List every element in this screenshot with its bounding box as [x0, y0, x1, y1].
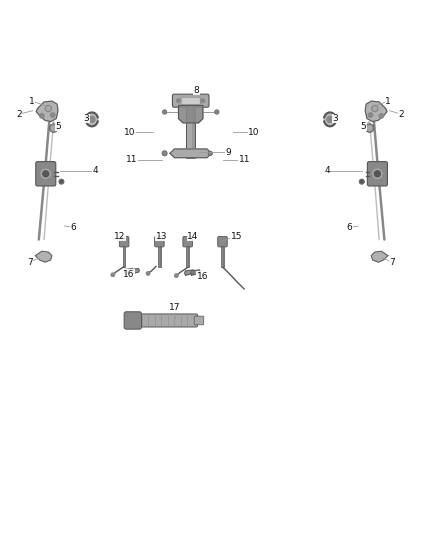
Circle shape [374, 171, 381, 177]
Circle shape [46, 106, 51, 111]
Circle shape [89, 116, 95, 123]
FancyBboxPatch shape [194, 316, 204, 325]
Polygon shape [170, 149, 212, 158]
Bar [221, 246, 224, 268]
Text: 5: 5 [55, 122, 61, 131]
Circle shape [50, 113, 55, 117]
Text: 1: 1 [29, 96, 35, 106]
Text: 4: 4 [324, 166, 330, 175]
Circle shape [146, 272, 150, 275]
Bar [124, 246, 125, 266]
Text: 8: 8 [194, 86, 199, 95]
Polygon shape [365, 101, 387, 122]
FancyBboxPatch shape [367, 161, 388, 186]
Text: 7: 7 [27, 257, 32, 266]
FancyBboxPatch shape [135, 314, 198, 327]
Circle shape [327, 116, 333, 123]
Circle shape [360, 180, 363, 183]
Text: 16: 16 [197, 272, 208, 280]
FancyBboxPatch shape [119, 237, 129, 247]
Text: 3: 3 [333, 114, 339, 123]
Circle shape [379, 114, 384, 118]
Polygon shape [35, 251, 52, 262]
Bar [123, 246, 125, 266]
Polygon shape [86, 112, 98, 126]
Circle shape [43, 171, 49, 177]
Circle shape [368, 113, 373, 117]
Text: 3: 3 [83, 114, 89, 123]
Text: 2: 2 [16, 110, 21, 119]
FancyBboxPatch shape [155, 237, 164, 247]
Circle shape [201, 99, 205, 102]
Text: 1: 1 [385, 96, 391, 106]
Circle shape [51, 126, 56, 130]
Circle shape [372, 168, 383, 180]
Polygon shape [124, 269, 133, 274]
Polygon shape [179, 106, 203, 123]
Polygon shape [191, 270, 200, 275]
Text: 16: 16 [123, 270, 134, 279]
Text: 4: 4 [92, 166, 98, 175]
Circle shape [40, 168, 51, 180]
Text: 15: 15 [231, 231, 242, 240]
Circle shape [40, 114, 44, 118]
Bar [158, 246, 161, 268]
FancyBboxPatch shape [173, 94, 209, 107]
Text: 11: 11 [126, 156, 138, 164]
Polygon shape [324, 112, 336, 126]
Text: 13: 13 [156, 231, 167, 240]
Circle shape [175, 274, 178, 277]
Circle shape [373, 107, 377, 110]
Text: 11: 11 [239, 156, 250, 164]
Bar [186, 246, 189, 268]
Text: 2: 2 [398, 110, 404, 119]
FancyBboxPatch shape [181, 97, 200, 104]
Text: 5: 5 [360, 122, 366, 131]
Circle shape [215, 110, 219, 114]
Text: 9: 9 [226, 148, 231, 157]
Circle shape [60, 180, 63, 183]
Text: 17: 17 [169, 303, 180, 312]
Polygon shape [371, 251, 388, 262]
FancyBboxPatch shape [124, 312, 141, 329]
Bar [186, 106, 195, 158]
Text: 7: 7 [389, 257, 395, 266]
Bar [223, 246, 224, 268]
Circle shape [177, 99, 180, 102]
Text: 10: 10 [124, 128, 135, 137]
Text: 6: 6 [347, 223, 353, 232]
FancyBboxPatch shape [36, 161, 56, 186]
FancyBboxPatch shape [218, 237, 227, 247]
Bar [192, 106, 195, 158]
Text: 12: 12 [114, 231, 125, 240]
Circle shape [59, 179, 64, 184]
Text: 6: 6 [71, 223, 76, 232]
Polygon shape [36, 101, 58, 122]
Circle shape [208, 151, 212, 156]
Text: 14: 14 [187, 231, 198, 240]
Circle shape [47, 107, 50, 110]
Circle shape [162, 151, 167, 156]
FancyBboxPatch shape [183, 237, 192, 247]
Text: 10: 10 [248, 128, 260, 137]
Circle shape [162, 110, 167, 114]
Circle shape [372, 106, 378, 111]
Circle shape [111, 273, 115, 277]
Bar [160, 246, 161, 268]
Circle shape [359, 179, 364, 184]
Circle shape [365, 124, 374, 133]
Circle shape [367, 126, 372, 130]
Polygon shape [130, 269, 139, 274]
Circle shape [49, 124, 58, 133]
Bar [188, 246, 189, 268]
Polygon shape [185, 270, 194, 275]
